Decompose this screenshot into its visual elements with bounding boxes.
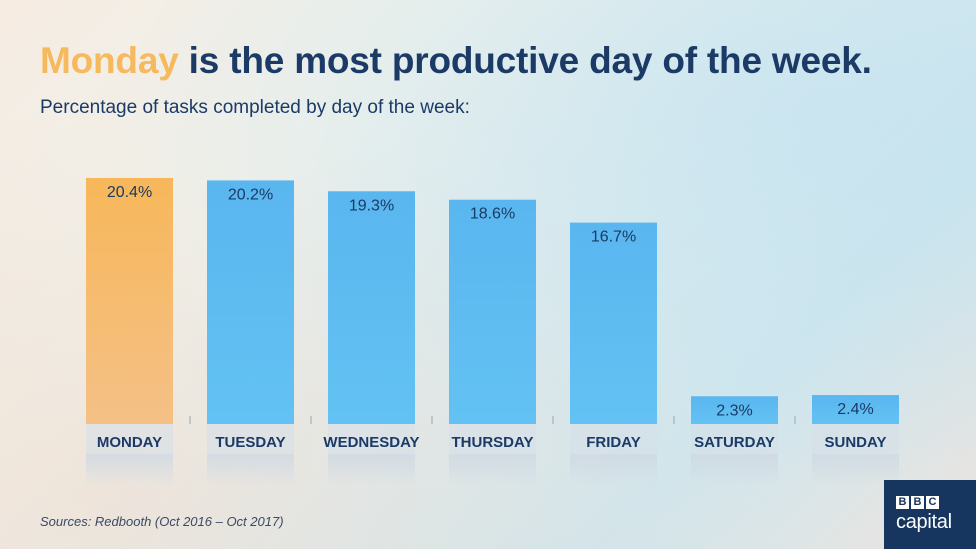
value-label: 19.3%: [349, 197, 394, 214]
bbc-capital-logo: B B C capital: [884, 480, 976, 549]
chart-title: Monday is the most productive day of the…: [40, 40, 872, 82]
category-label: THURSDAY: [452, 434, 534, 451]
value-label: 20.2%: [228, 186, 273, 203]
category-band: [449, 424, 536, 454]
category-label: SUNDAY: [825, 434, 887, 451]
logo-wordmark: capital: [896, 511, 952, 533]
bbc-blocks: B B C: [896, 496, 976, 509]
bar: [86, 178, 173, 424]
bar: [207, 180, 294, 424]
bar: [570, 222, 657, 424]
logo-letter: C: [926, 496, 939, 509]
category-band: [570, 424, 657, 454]
category-label: WEDNESDAY: [323, 434, 419, 451]
category-label: SATURDAY: [694, 434, 775, 451]
bar-reflection: [328, 454, 415, 486]
bar: [328, 191, 415, 424]
category-label: FRIDAY: [586, 434, 640, 451]
logo-letter: B: [896, 496, 909, 509]
bar: [449, 199, 536, 424]
category-band: [812, 424, 899, 454]
chart-subtitle: Percentage of tasks completed by day of …: [40, 97, 470, 118]
title-highlight: Monday: [40, 40, 179, 81]
category-band: [328, 424, 415, 454]
source-note: Sources: Redbooth (Oct 2016 – Oct 2017): [40, 514, 284, 529]
value-label: 16.7%: [591, 229, 636, 246]
bar-reflection: [570, 454, 657, 486]
category-band: [86, 424, 173, 454]
category-band: [207, 424, 294, 454]
title-text: is the most productive day of the week.: [178, 40, 872, 81]
bar-reflection: [691, 454, 778, 486]
value-label: 2.4%: [837, 401, 873, 418]
bar: [691, 396, 778, 424]
bar: [812, 395, 899, 424]
bar-reflection: [86, 454, 173, 486]
value-label: 2.3%: [716, 402, 752, 419]
bar-reflection: [207, 454, 294, 486]
logo-letter: B: [911, 496, 924, 509]
value-label: 20.4%: [107, 184, 152, 201]
category-label: TUESDAY: [215, 434, 285, 451]
value-label: 18.6%: [470, 206, 515, 223]
category-label: MONDAY: [97, 434, 162, 451]
category-band: [691, 424, 778, 454]
bar-reflection: [449, 454, 536, 486]
